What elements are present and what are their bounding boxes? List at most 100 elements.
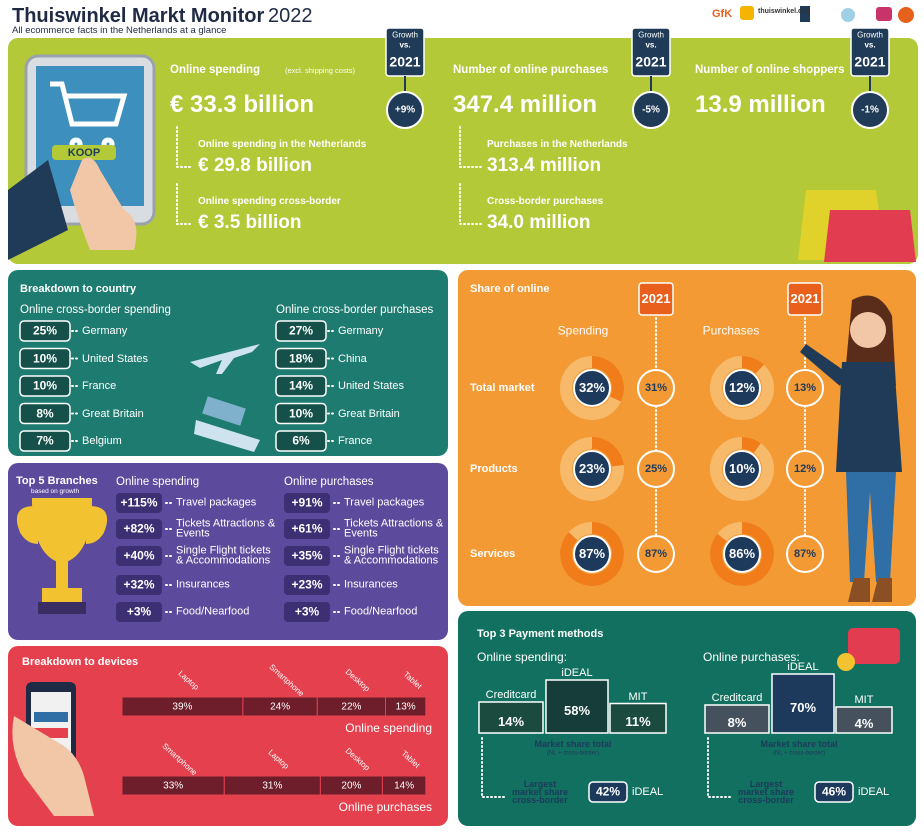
country-name: Great Britain — [82, 407, 144, 420]
share-value: 25% — [32, 323, 58, 338]
section-subtitle: based on growth — [31, 488, 80, 495]
pill — [116, 602, 162, 622]
donut-label: 86% — [728, 545, 756, 561]
panel-title: Online spending: — [477, 650, 568, 664]
year-badge-label: 2021 — [790, 290, 820, 306]
donut-label: 23% — [578, 460, 606, 476]
donut-arc — [741, 356, 764, 374]
donut-center — [573, 369, 611, 407]
jeans — [846, 472, 896, 582]
sleeve — [8, 160, 68, 260]
year-badge — [638, 282, 674, 316]
growth-value: -1% — [861, 104, 879, 116]
branch-name: Travel packages — [176, 496, 257, 509]
donut-label: 87% — [578, 545, 606, 561]
column-header: Purchases — [702, 323, 760, 338]
growth-value: +82% — [123, 521, 155, 536]
detail-value: € 29.8 billion — [198, 155, 313, 176]
segment-label: 24% — [270, 701, 291, 713]
country-name: France — [82, 380, 117, 392]
stat-label: Number of online shoppers — [695, 64, 845, 76]
boots — [848, 578, 892, 602]
share-value: 27% — [288, 323, 314, 338]
donut-label: 12% — [728, 379, 756, 395]
branch-name: Single Flight tickets & Accommodations — [176, 544, 271, 566]
pill — [116, 575, 162, 595]
method-name: MIT — [628, 690, 648, 703]
prev-label: 25% — [644, 462, 668, 475]
method-value: 4% — [854, 715, 874, 731]
method-value: 8% — [727, 714, 747, 730]
branch-name: Single Flight tickets & Accommodations — [344, 544, 439, 566]
bar-segment — [381, 775, 427, 796]
title: Thuiswinkel Markt Monitor — [12, 5, 265, 27]
prev-circle — [786, 535, 824, 573]
detail-label: Online spending in the Netherlands — [198, 139, 367, 150]
segment-label: 13% — [395, 701, 416, 713]
list-title: Online cross-border purchases — [276, 304, 434, 316]
donut-arc — [710, 522, 774, 586]
country-name: France — [338, 435, 373, 447]
country-name: United States — [338, 380, 405, 392]
logo-mark — [876, 7, 892, 21]
largest-label: Largest market share cross-border — [737, 779, 795, 805]
year-badge-label: 2021 — [641, 290, 671, 306]
prev-circle — [637, 535, 675, 573]
method-bar — [835, 706, 893, 734]
panel — [458, 611, 916, 826]
year-badge — [787, 282, 823, 316]
country-name: Germany — [82, 325, 128, 337]
phone-row — [34, 728, 68, 738]
pill — [284, 493, 330, 513]
largest-name: iDEAL — [858, 786, 890, 798]
detail-value: 34.0 million — [487, 212, 591, 233]
hand — [12, 716, 95, 816]
donut-label: 10% — [728, 460, 756, 476]
pill — [275, 430, 327, 452]
pill — [284, 602, 330, 622]
donut-center — [723, 535, 761, 573]
pill — [275, 375, 327, 397]
pill — [116, 493, 162, 513]
logo-mark — [800, 6, 810, 22]
pill — [19, 320, 71, 342]
pill — [284, 546, 330, 566]
trophy-base — [38, 602, 86, 614]
total-label: Market share total — [760, 739, 838, 750]
dotted-connector — [459, 183, 482, 225]
list-title: Online spending — [116, 476, 200, 488]
method-value: 14% — [497, 713, 525, 729]
country-name: Belgium — [82, 435, 122, 447]
phone-row — [34, 712, 68, 722]
growth-value: +3% — [126, 604, 152, 619]
pill — [275, 320, 327, 342]
branch-name: Insurances — [176, 578, 230, 591]
method-value: 11% — [625, 714, 651, 730]
badge-label: Growth — [392, 30, 418, 40]
donut-center — [573, 535, 611, 573]
jacket — [836, 362, 902, 472]
badge-label: vs. — [864, 40, 876, 50]
share-value: 8% — [36, 405, 54, 420]
section-title: Share of online — [470, 283, 550, 295]
donut-center — [723, 369, 761, 407]
list-title: Online purchases — [284, 476, 374, 488]
coin — [837, 653, 855, 671]
method-bar — [704, 704, 770, 734]
prev-circle — [786, 369, 824, 407]
dotted-connector — [176, 183, 193, 225]
pill — [284, 519, 330, 539]
growth-value: -5% — [642, 104, 660, 116]
branch-name: Tickets Attractions & Events — [176, 517, 276, 539]
growth-value: +32% — [123, 577, 155, 592]
row-label: Products — [470, 463, 518, 475]
badge-label: Growth — [638, 30, 664, 40]
method-name: MIT — [854, 693, 874, 706]
bar-segment — [385, 696, 427, 717]
stat-value: € 33.3 billion — [170, 91, 315, 118]
detail-label: Cross-border purchases — [487, 196, 604, 207]
country-name: China — [338, 352, 367, 365]
pill — [19, 375, 71, 397]
